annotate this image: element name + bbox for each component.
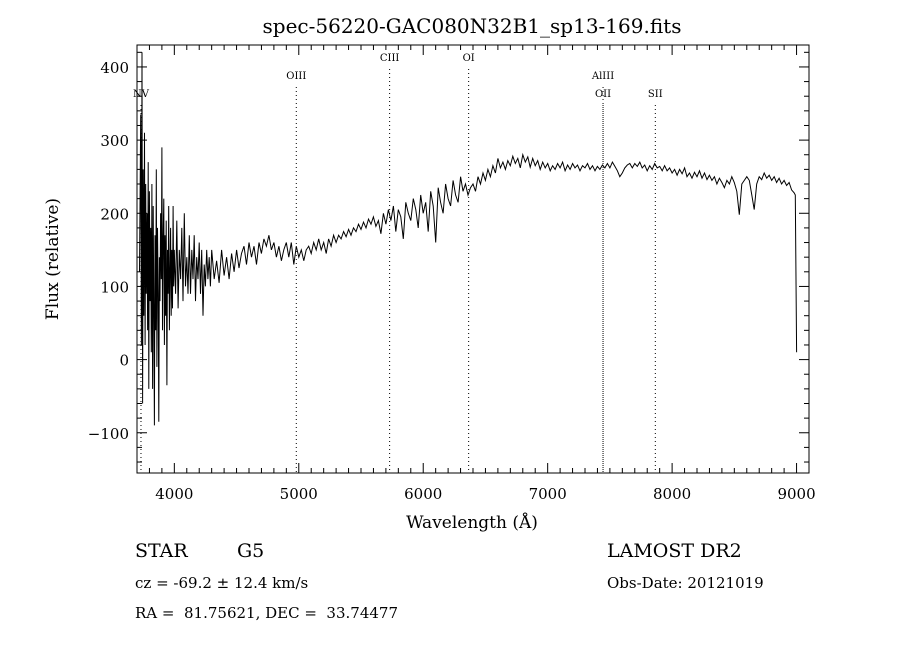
y-tick-label: 0 <box>119 352 129 370</box>
spectral-class: STAR <box>135 540 188 562</box>
axis-tick-labels: 4000 5000 6000 7000 8000 9000 −100 0 100 200 300 40… <box>88 59 816 503</box>
y-tick-label: 200 <box>100 205 129 223</box>
coordinates: RA = 81.75621, DEC = 33.74477 <box>135 604 399 622</box>
x-tick-label: 8000 <box>653 485 691 503</box>
survey-name: LAMOST DR2 <box>607 540 742 562</box>
line-marker-label: SII <box>648 89 663 100</box>
line-marker-label: OI <box>463 53 475 64</box>
chart-title: spec-56220-GAC080N32B1_sp13-169.fits <box>263 14 682 38</box>
y-tick-label: 300 <box>100 132 129 150</box>
line-marker-label: OIII <box>286 71 306 82</box>
line-marker-label: AlIII <box>591 71 614 82</box>
line-marker-label: CIII <box>380 53 400 64</box>
x-tick-label: 9000 <box>777 485 815 503</box>
x-tick-label: 6000 <box>404 485 442 503</box>
redshift-velocity: cz = -69.2 ± 12.4 km/s <box>135 574 309 592</box>
x-tick-label: 4000 <box>155 485 193 503</box>
y-tick-label: −100 <box>88 425 129 443</box>
observation-date: Obs-Date: 20121019 <box>607 574 764 592</box>
y-tick-label: 400 <box>100 59 129 77</box>
y-tick-label: 100 <box>100 278 129 296</box>
line-marker-label: NV <box>133 89 150 100</box>
x-axis-label: Wavelength (Å) <box>406 512 538 533</box>
line-marker-label: OII <box>595 89 611 100</box>
x-tick-label: 7000 <box>529 485 567 503</box>
spectral-subclass: G5 <box>237 540 265 562</box>
x-tick-label: 5000 <box>280 485 318 503</box>
spectrum-line <box>139 52 798 426</box>
y-axis-label: Flux (relative) <box>43 198 63 320</box>
